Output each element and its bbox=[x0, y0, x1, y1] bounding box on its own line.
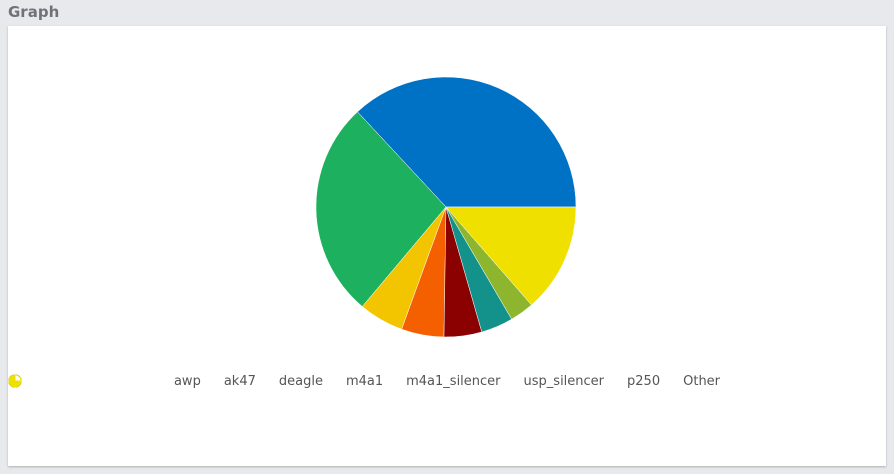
legend-label: Other bbox=[683, 374, 721, 389]
legend-item: Other bbox=[8, 374, 721, 389]
legend-item: deagle bbox=[8, 374, 323, 389]
legend-icon-circle bbox=[8, 374, 22, 388]
legend-item: m4a1_silencer bbox=[8, 374, 501, 389]
panel: awp ak47 deagle m4a1 m4a1_silencer usp_silenc… bbox=[8, 26, 886, 466]
pie-slice bbox=[445, 206, 577, 306]
legend-label: awp bbox=[173, 374, 201, 389]
legend-item: awp bbox=[8, 374, 201, 389]
legend-item: p250 bbox=[8, 374, 661, 389]
legend-item: ak47 bbox=[8, 374, 256, 389]
legend-item: m4a1 bbox=[8, 374, 384, 389]
legend-icon bbox=[8, 374, 22, 388]
legend-label: p250 bbox=[627, 374, 661, 389]
pie-chart bbox=[315, 76, 577, 338]
legend-item: usp_silencer bbox=[8, 374, 605, 389]
legend-icon-cut bbox=[15, 375, 21, 381]
legend: awp ak47 deagle m4a1 m4a1_silencer usp_silenc… bbox=[8, 374, 886, 389]
panel-title: Graph bbox=[8, 3, 60, 21]
legend-label: m4a1_silencer bbox=[406, 374, 501, 389]
pie-slice bbox=[315, 111, 447, 307]
legend-label: m4a1 bbox=[345, 374, 384, 389]
legend-label: ak47 bbox=[223, 374, 256, 389]
pie-slice bbox=[357, 76, 577, 208]
legend-label: deagle bbox=[278, 374, 323, 389]
legend-label: usp_silencer bbox=[523, 374, 605, 389]
